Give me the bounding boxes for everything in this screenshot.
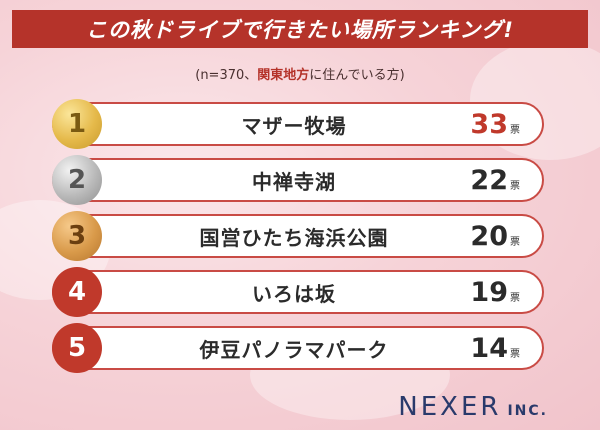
rank-number: 2 [67,165,87,195]
ranking-row-4: いろは坂 19 票 [52,270,544,314]
brand-name: NEXER [398,392,502,422]
silver-medal-icon: 2 [52,155,102,205]
rank-number: 1 [67,109,87,139]
vote-unit: 票 [510,237,520,248]
place-name: 国営ひたち海浜公園 [199,225,389,250]
vote-count: 19 票 [470,272,520,312]
vote-count: 20 票 [470,216,520,256]
vote-unit: 票 [510,125,520,136]
chart-title: この秋ドライブで行きたい場所ランキング! [86,18,514,42]
rank-badge-icon: 4 [52,267,102,317]
gold-medal-icon: 1 [52,99,102,149]
vote-unit: 票 [510,349,520,360]
vote-count: 22 票 [470,160,520,200]
vote-unit: 票 [510,293,520,304]
vote-count: 33 票 [470,104,520,144]
rank-number: 3 [67,221,87,251]
vote-unit: 票 [510,181,520,192]
title-banner: この秋ドライブで行きたい場所ランキング! [12,10,588,48]
rank-number: 4 [67,277,87,307]
brand-suffix: INC. [507,403,548,419]
vote-number: 14 [470,333,508,364]
vote-number: 22 [470,165,508,196]
vote-number: 20 [470,221,508,252]
bronze-medal-icon: 3 [52,211,102,261]
ranking-row-5: 伊豆パノラマパーク 14 票 [52,326,544,370]
ranking-row-2: 中禅寺湖 22 票 [52,158,544,202]
rank-number: 5 [67,333,87,363]
rank-badge-icon: 5 [52,323,102,373]
subtitle-suffix: に住んでいる方) [309,68,405,83]
chart-subtitle: (n=370、関東地方に住んでいる方) [0,64,600,83]
ranking-row-3: 国営ひたち海浜公園 20 票 [52,214,544,258]
place-name: マザー牧場 [241,113,347,138]
place-name: いろは坂 [252,281,336,306]
place-name: 中禅寺湖 [252,169,336,194]
ranking-row-1: マザー牧場 33 票 [52,102,544,146]
vote-number: 19 [470,277,508,308]
vote-count: 14 票 [470,328,520,368]
vote-number: 33 [470,109,508,140]
subtitle-region: 関東地方 [257,68,310,83]
place-name: 伊豆パノラマパーク [199,337,389,362]
nexer-logo: NEXER INC. [398,392,548,422]
subtitle-prefix: (n=370、 [195,68,258,83]
